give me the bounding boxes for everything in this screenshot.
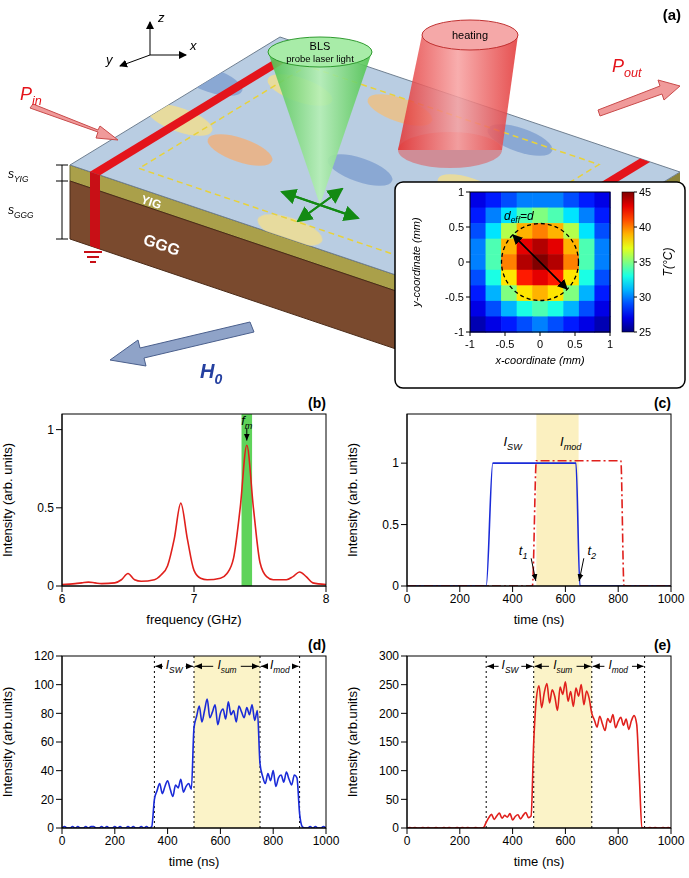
svg-text:Pin: Pin [20,84,42,108]
svg-text:ISW: ISW [503,434,523,452]
svg-text:60: 60 [41,735,55,749]
svg-text:8: 8 [323,592,330,606]
svg-text:0: 0 [47,821,54,835]
svg-text:1: 1 [392,456,399,470]
svg-text:0: 0 [59,834,66,848]
svg-text:6: 6 [59,592,66,606]
svg-text:t2: t2 [587,543,596,561]
svg-text:Imod: Imod [270,658,290,675]
svg-text:(d): (d) [308,637,326,653]
svg-text:35: 35 [639,256,651,268]
svg-text:(e): (e) [654,637,671,653]
svg-text:1: 1 [47,423,54,437]
svg-text:y-coordinate (mm): y-coordinate (mm) [410,217,422,308]
svg-text:probe laser light: probe laser light [286,53,354,64]
svg-text:1: 1 [607,338,613,350]
svg-text:1: 1 [458,186,464,198]
svg-text:80: 80 [41,707,55,721]
svg-text:400: 400 [503,834,523,848]
svg-text:0: 0 [537,338,543,350]
svg-text:Imod: Imod [608,658,628,675]
svg-text:25: 25 [639,326,651,338]
svg-text:y: y [105,52,114,67]
svg-text:800: 800 [608,592,628,606]
svg-text:400: 400 [503,592,523,606]
svg-text:600: 600 [555,592,575,606]
svg-text:0: 0 [404,834,411,848]
svg-text:800: 800 [608,834,628,848]
svg-text:150: 150 [379,735,399,749]
svg-text:Intensity (arb. units): Intensity (arb. units) [345,443,360,557]
svg-text:fm: fm [241,413,253,431]
svg-text:-1: -1 [465,338,475,350]
svg-text:ISW: ISW [166,658,184,675]
svg-text:30: 30 [639,291,651,303]
svg-text:Pout: Pout [612,56,642,80]
svg-text:0: 0 [404,592,411,606]
svg-text:z: z [157,10,165,25]
svg-text:1000: 1000 [658,592,685,606]
svg-text:GGG: GGG [141,231,182,259]
svg-text:800: 800 [263,834,283,848]
svg-text:-0.5: -0.5 [445,291,464,303]
svg-text:200: 200 [379,707,399,721]
svg-text:heating: heating [452,29,488,41]
svg-text:(b): (b) [308,395,326,411]
svg-text:600: 600 [210,834,230,848]
svg-text:100: 100 [34,678,54,692]
svg-text:120: 120 [34,649,54,663]
svg-text:200: 200 [450,592,470,606]
svg-text:40: 40 [41,764,55,778]
svg-text:ISW: ISW [502,658,520,675]
svg-text:BLS: BLS [310,40,331,52]
svg-text:0: 0 [392,579,399,593]
svg-text:YIG: YIG [139,192,163,212]
svg-text:1000: 1000 [658,834,685,848]
svg-text:sGGG: sGGG [8,203,34,220]
svg-text:0.5: 0.5 [567,338,582,350]
svg-text:T(°C): T(°C) [661,248,675,277]
svg-text:250: 250 [379,678,399,692]
svg-text:Imod: Imod [560,434,582,452]
svg-text:x-coordinate (mm): x-coordinate (mm) [494,354,585,366]
svg-text:20: 20 [41,793,55,807]
svg-text:time (ns): time (ns) [514,854,565,869]
svg-text:deff=d: deff=d [504,209,534,226]
svg-text:(c): (c) [654,395,671,411]
svg-text:time (ns): time (ns) [514,612,565,627]
svg-text:t1: t1 [519,543,528,561]
svg-text:Isum: Isum [553,658,572,675]
svg-text:600: 600 [555,834,575,848]
svg-text:time (ns): time (ns) [169,854,220,869]
svg-text:H0: H0 [200,360,222,387]
svg-text:0.5: 0.5 [449,221,464,233]
svg-text:200: 200 [105,834,125,848]
svg-text:0.5: 0.5 [37,501,54,515]
svg-text:-0.5: -0.5 [496,338,515,350]
svg-text:100: 100 [379,764,399,778]
svg-text:frequency (GHz): frequency (GHz) [146,612,241,627]
svg-text:50: 50 [386,793,400,807]
svg-text:Intensity (arb.units): Intensity (arb.units) [345,687,360,798]
svg-text:7: 7 [191,592,198,606]
svg-text:-1: -1 [454,326,464,338]
svg-text:400: 400 [158,834,178,848]
svg-text:300: 300 [379,649,399,663]
svg-text:0: 0 [458,256,464,268]
svg-text:0: 0 [392,821,399,835]
svg-text:(a): (a) [663,6,681,23]
svg-text:200: 200 [450,834,470,848]
svg-text:0: 0 [47,579,54,593]
svg-text:45: 45 [639,186,651,198]
svg-text:Isum: Isum [217,658,236,675]
svg-text:Intensity (arb.units): Intensity (arb.units) [0,687,15,798]
svg-text:sYIG: sYIG [8,167,29,184]
svg-text:1000: 1000 [313,834,340,848]
svg-text:0.5: 0.5 [382,518,399,532]
svg-text:Intensity (arb. units): Intensity (arb. units) [0,443,15,557]
svg-text:x: x [189,38,197,53]
svg-text:40: 40 [639,221,651,233]
